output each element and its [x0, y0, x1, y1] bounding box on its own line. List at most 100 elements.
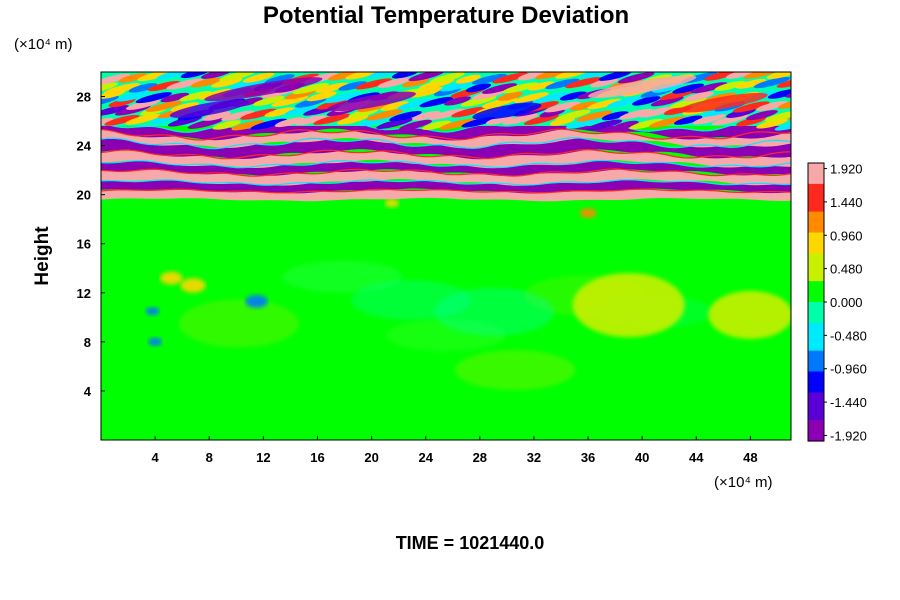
field-band	[101, 160, 791, 176]
field-wave-cell	[338, 81, 367, 91]
colorbar-tick-label: -1.920	[830, 428, 867, 443]
colorbar-segment	[808, 336, 824, 345]
field-wave-cell	[160, 92, 190, 103]
field-wave-cell	[264, 107, 295, 118]
field-wave-cell	[649, 116, 686, 128]
colorbar-segment	[808, 371, 824, 380]
x-tick-label: 24	[418, 450, 433, 465]
field-wave-cell	[555, 109, 591, 121]
field-wave-cell	[429, 72, 465, 84]
field-wave-cell	[242, 72, 275, 83]
field-wave-cell	[690, 82, 728, 94]
field-wave-cell	[170, 102, 200, 112]
field-wave-cell	[753, 77, 791, 89]
field-wave-cell	[125, 113, 161, 125]
field-wave-cell	[732, 101, 770, 113]
field-wave-cell	[502, 82, 539, 94]
field-wave-cell	[766, 72, 791, 80]
field-wave-cell	[527, 81, 555, 91]
colorbar-segment	[808, 392, 824, 400]
colorbar-segment	[808, 274, 824, 282]
field-wave-cell	[200, 72, 233, 79]
field-band-edge	[101, 148, 791, 160]
x-tick-label: 48	[743, 450, 757, 465]
colorbar-segment	[808, 329, 824, 338]
plot-frame	[100, 71, 792, 441]
field-wave-cell	[147, 80, 181, 92]
field-wave-cell	[756, 100, 788, 111]
field-wave-cell	[554, 72, 592, 79]
field-wave-cell	[711, 114, 749, 126]
colorbar-segment	[808, 176, 824, 185]
field-wave-cell	[439, 80, 475, 92]
field-wave-cell	[377, 77, 412, 88]
field-wave-cell	[743, 72, 781, 79]
heatmap-field	[101, 72, 791, 440]
field-wave-cell	[118, 73, 148, 83]
field-anomaly	[160, 271, 183, 285]
field-wave-cell	[492, 72, 529, 84]
field-wave-cell	[166, 78, 204, 90]
colorbar-segment	[808, 163, 824, 171]
field-band	[101, 149, 791, 169]
y-axis-ticks: 4 8 12 16 20 24 28	[77, 90, 105, 399]
field-wave-cell	[629, 118, 664, 130]
field-anomaly	[579, 208, 597, 218]
x-tick-label: 12	[256, 450, 270, 465]
field-wave-cell	[601, 111, 629, 121]
field-wave-cell	[366, 109, 403, 121]
colorbar-segment	[808, 364, 824, 373]
colorbar-segment	[808, 169, 824, 178]
field-wave-cell	[101, 73, 131, 85]
field-wave-cell	[135, 92, 172, 104]
y-tick-label: 12	[77, 286, 91, 301]
field-wave-cell	[764, 110, 791, 122]
x-tick-label: 16	[310, 450, 324, 465]
field-wave-cell	[156, 72, 194, 80]
field-wave-cell	[324, 92, 361, 104]
colorbar-segment	[808, 378, 824, 386]
field-wave-cell	[443, 96, 472, 106]
colorbar-segment	[808, 246, 824, 254]
colorbar-tick-label: 0.000	[830, 295, 863, 310]
field-wave-cell	[497, 91, 523, 101]
colorbar-segment	[808, 302, 824, 310]
field-wave-cell	[535, 72, 570, 80]
field-wave-cell	[559, 91, 587, 101]
field-wave-cell	[617, 72, 655, 84]
field-wave-cell	[294, 115, 327, 126]
field-wave-cell	[587, 98, 622, 110]
field-wave-cell	[545, 78, 580, 90]
field-wave-cell	[714, 80, 746, 91]
colorbar-segment	[808, 420, 824, 428]
field-wave-cell	[565, 118, 601, 129]
y-tick-label: 8	[84, 335, 91, 350]
field-wave-cell	[399, 119, 432, 131]
field-wave-cell	[388, 110, 422, 122]
colorbar-tick-label: -1.440	[830, 395, 867, 410]
field-wave-cell	[316, 99, 347, 110]
field-wave-cell	[513, 92, 549, 103]
field-wave-cell	[569, 101, 597, 111]
colorbar-tick-label: 0.480	[830, 262, 863, 277]
time-label: TIME = 1021440.0	[396, 533, 545, 553]
colorbar-segment	[808, 427, 824, 435]
field-wave-cell	[684, 91, 714, 102]
colorbar-segment	[808, 211, 824, 220]
field-wave-cell	[598, 72, 632, 81]
field-anomaly	[572, 273, 685, 338]
y-axis-title: Height	[32, 226, 53, 286]
y-tick-label: 24	[77, 139, 92, 154]
field-wave-cell	[544, 101, 581, 113]
x-tick-label: 4	[152, 450, 160, 465]
field-wave-cell	[212, 120, 242, 130]
field-wave-cell	[380, 101, 409, 111]
field-wave-cell	[638, 106, 676, 118]
field-wave-cell	[788, 110, 791, 121]
colorbar-tick-label: 0.960	[830, 228, 863, 243]
field-wave-cell	[485, 115, 513, 125]
colorbar-tick-label: 1.440	[830, 195, 863, 210]
colorbar-segment	[808, 350, 824, 359]
field-wave-cell	[376, 117, 413, 129]
